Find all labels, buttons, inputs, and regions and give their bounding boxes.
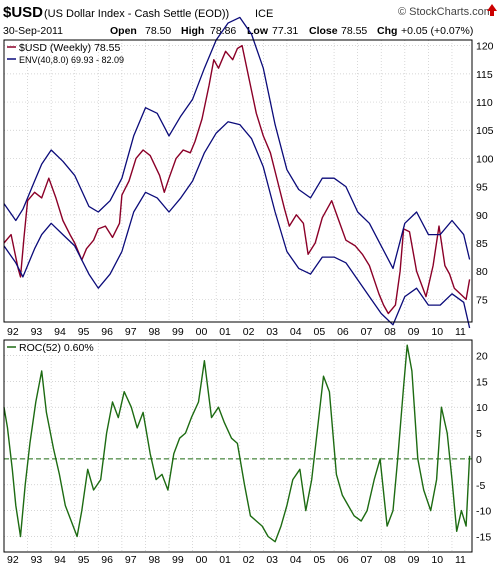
roc-xtick-label: 94 — [54, 554, 66, 566]
price-xtick-label: 93 — [31, 326, 43, 338]
price-ytick-label: 75 — [476, 294, 488, 306]
price-ytick-label: 95 — [476, 182, 488, 194]
roc-xtick-label: 93 — [31, 554, 43, 566]
quote-date: 30-Sep-2011 — [3, 25, 63, 37]
price-ytick-label: 110 — [476, 97, 493, 109]
price-xtick-label: 92 — [7, 326, 19, 338]
roc-xtick-label: 10 — [431, 554, 443, 566]
roc-ytick-label: -10 — [476, 506, 491, 518]
price-xtick-label: 05 — [313, 326, 325, 338]
price-xtick-label: 99 — [172, 326, 184, 338]
symbol-description: (US Dollar Index - Cash Settle (EOD)) — [44, 8, 229, 20]
up-arrow-icon — [487, 4, 497, 16]
price-xtick-label: 00 — [196, 326, 208, 338]
low-value: 77.31 — [272, 25, 298, 37]
price-frame — [3, 39, 473, 323]
exchange-label: ICE — [255, 8, 273, 20]
open-label: Open — [110, 25, 137, 37]
roc-xtick-label: 04 — [290, 554, 302, 566]
price-xtick-label: 04 — [290, 326, 302, 338]
price-xtick-label: 03 — [266, 326, 278, 338]
roc-xtick-label: 98 — [148, 554, 160, 566]
price-ytick-label: 105 — [476, 125, 494, 137]
open-value: 78.50 — [145, 25, 171, 37]
roc-xtick-label: 01 — [219, 554, 231, 566]
price-xtick-label: 94 — [54, 326, 66, 338]
price-ytick-label: 100 — [476, 153, 494, 165]
price-legend-label: ENV(40,8.0) 69.93 - 82.09 — [19, 55, 124, 65]
price-series-env-lower — [3, 121, 471, 329]
price-xtick-label: 98 — [148, 326, 160, 338]
roc-legend-label: ROC(52) 0.60% — [19, 342, 94, 354]
roc-ytick-label: 20 — [476, 351, 488, 363]
price-xtick-label: 02 — [243, 326, 255, 338]
roc-xtick-label: 02 — [243, 554, 255, 566]
roc-xtick-label: 92 — [7, 554, 19, 566]
price-ytick-label: 85 — [476, 238, 488, 250]
roc-xtick-label: 03 — [266, 554, 278, 566]
high-label: High — [181, 25, 204, 37]
price-xtick-label: 11 — [455, 326, 466, 338]
roc-ytick-label: 10 — [476, 402, 488, 414]
roc-xtick-label: 09 — [408, 554, 420, 566]
roc-ytick-label: 5 — [476, 428, 482, 440]
price-xtick-label: 96 — [101, 326, 113, 338]
price-xtick-label: 97 — [125, 326, 137, 338]
price-ytick-label: 90 — [476, 210, 488, 222]
price-xtick-label: 10 — [431, 326, 443, 338]
price-ytick-label: 115 — [476, 69, 493, 81]
change-label: Chg — [377, 25, 397, 37]
price-plot-area — [4, 40, 472, 322]
roc-xtick-label: 96 — [101, 554, 113, 566]
close-label: Close — [309, 25, 338, 37]
roc-ytick-label: -15 — [476, 531, 491, 543]
roc-xtick-label: 06 — [337, 554, 349, 566]
price-legend-label: $USD (Weekly) 78.55 — [19, 42, 121, 54]
roc-frame — [3, 339, 473, 553]
price-ytick-label: 120 — [476, 41, 494, 53]
roc-ytick-label: -5 — [476, 480, 485, 492]
roc-series-roc-52- — [3, 344, 471, 543]
roc-xtick-label: 99 — [172, 554, 184, 566]
price-xtick-label: 95 — [78, 326, 90, 338]
price-xtick-label: 09 — [408, 326, 420, 338]
price-xtick-label: 06 — [337, 326, 349, 338]
price-xtick-label: 01 — [219, 326, 231, 338]
low-label: Low — [247, 25, 269, 37]
brand-label: © StockCharts.com — [398, 6, 493, 18]
roc-ytick-label: 15 — [476, 376, 488, 388]
roc-xtick-label: 00 — [196, 554, 208, 566]
change-value: +0.05 (+0.07%) — [401, 25, 473, 37]
price-ytick-label: 80 — [476, 266, 488, 278]
roc-ytick-label: 0 — [476, 454, 482, 466]
symbol-title: $USD — [3, 4, 43, 21]
roc-xtick-label: 95 — [78, 554, 90, 566]
price-series--usd-weekly- — [3, 44, 471, 315]
price-xtick-label: 08 — [384, 326, 396, 338]
close-value: 78.55 — [341, 25, 367, 37]
roc-xtick-label: 11 — [455, 554, 466, 566]
price-series-env-upper — [3, 16, 471, 270]
roc-xtick-label: 07 — [361, 554, 373, 566]
price-xtick-label: 07 — [361, 326, 373, 338]
roc-xtick-label: 08 — [384, 554, 396, 566]
roc-xtick-label: 97 — [125, 554, 137, 566]
roc-xtick-label: 05 — [313, 554, 325, 566]
